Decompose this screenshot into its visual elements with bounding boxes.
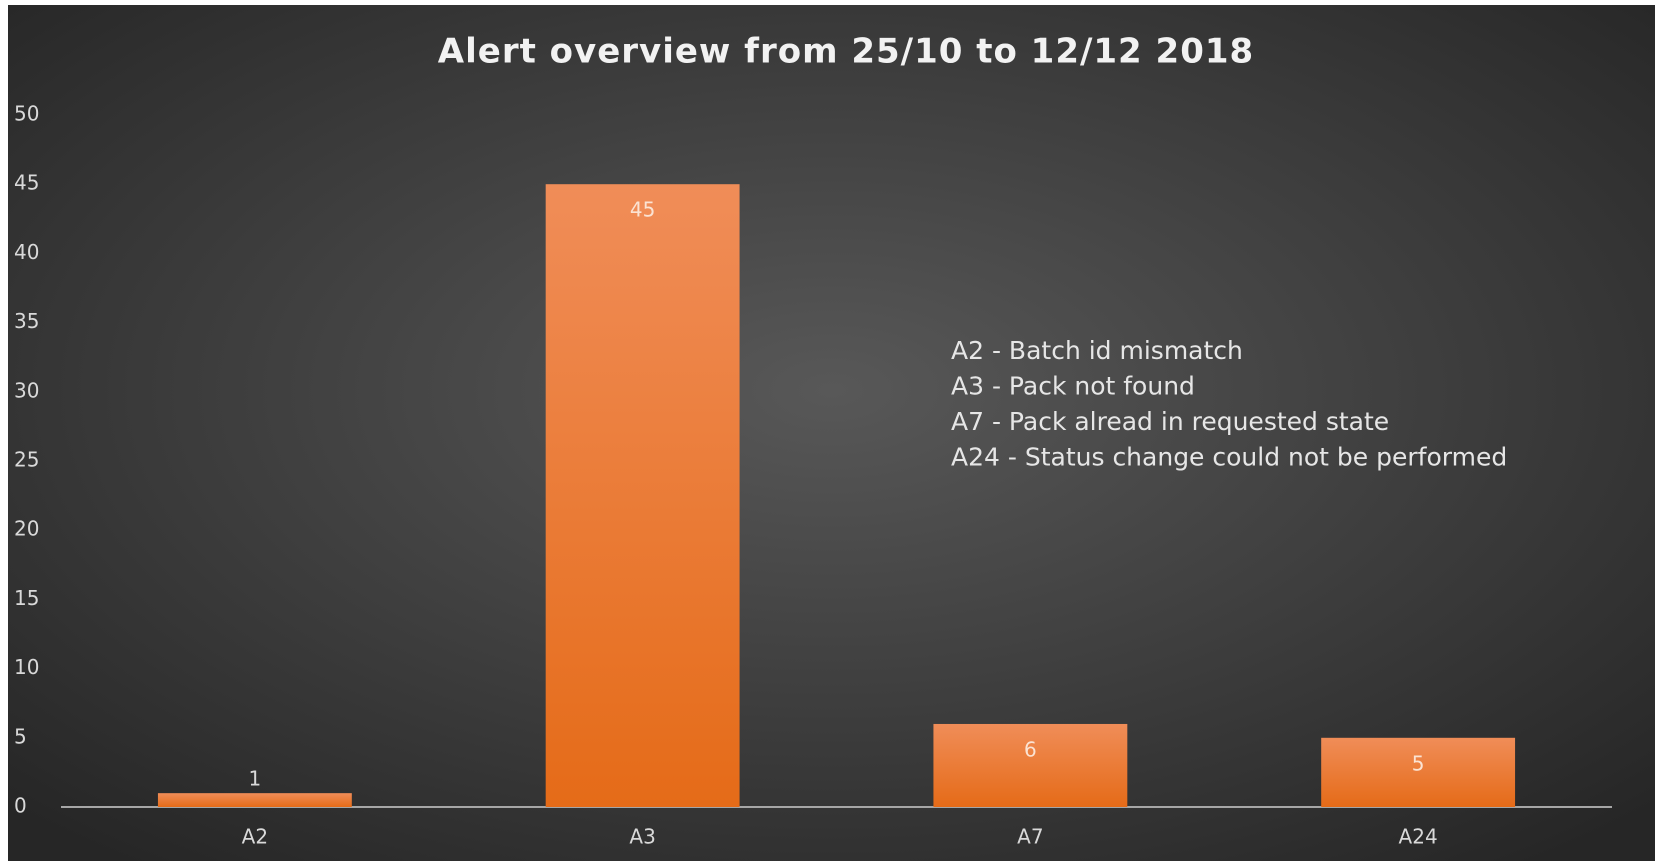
- y-tick-label: 5: [14, 724, 27, 748]
- x-tick-label: A2: [242, 825, 268, 849]
- data-label: 5: [1412, 751, 1425, 775]
- y-tick-label: 25: [14, 448, 39, 472]
- y-tick-label: 35: [14, 309, 39, 333]
- y-tick-label: 45: [14, 171, 39, 195]
- data-label: 1: [249, 767, 262, 791]
- data-label: 45: [630, 198, 655, 222]
- bar: [545, 184, 740, 807]
- annotation: A2 - Batch id mismatch: [951, 336, 1243, 365]
- y-tick-label: 20: [14, 517, 39, 541]
- x-tick-label: A7: [1017, 825, 1043, 849]
- annotation: A24 - Status change could not be perform…: [951, 443, 1507, 472]
- y-tick-label: 30: [14, 378, 39, 402]
- x-tick-label: A3: [629, 825, 655, 849]
- y-tick-label: 10: [14, 655, 39, 679]
- data-label: 6: [1024, 737, 1037, 761]
- y-tick-label: 0: [14, 794, 27, 818]
- y-tick-label: 15: [14, 586, 39, 610]
- chart-title: Alert overview from 25/10 to 12/12 2018: [438, 32, 1254, 72]
- chart-background: [8, 5, 1655, 861]
- y-tick-label: 50: [14, 102, 39, 126]
- x-tick-label: A24: [1399, 825, 1438, 849]
- bar: [157, 793, 352, 807]
- y-tick-label: 40: [14, 240, 39, 264]
- bar: [933, 723, 1128, 807]
- annotation: A3 - Pack not found: [951, 372, 1195, 401]
- annotation: A7 - Pack alread in requested state: [951, 407, 1389, 436]
- bar: [1321, 737, 1516, 807]
